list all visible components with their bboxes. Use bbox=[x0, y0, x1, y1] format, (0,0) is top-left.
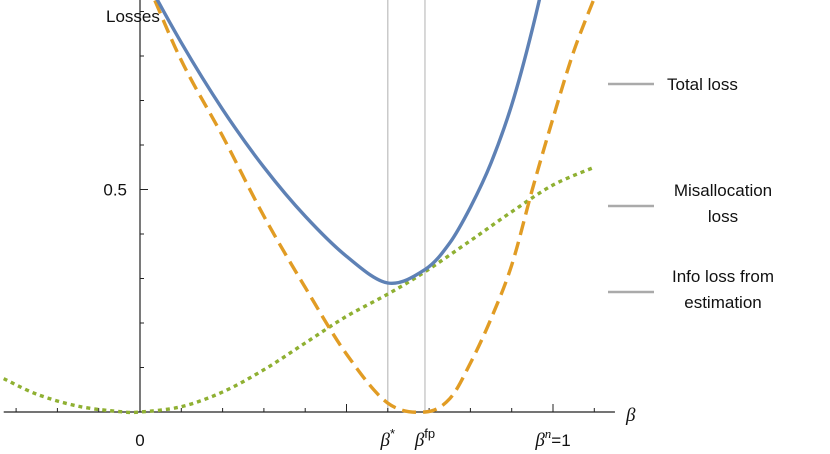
y-tick-label: 0.5 bbox=[103, 181, 127, 200]
legend: Total loss Misallocation loss Info loss fro… bbox=[608, 75, 774, 312]
legend-label: loss bbox=[708, 207, 738, 226]
x-axis-title: β bbox=[625, 405, 636, 426]
legend-label: Total loss bbox=[667, 75, 738, 94]
x-tick-label: βn=1 bbox=[534, 426, 570, 451]
series-line-info-loss-from-estimation bbox=[2, 165, 595, 415]
reference-lines bbox=[387, 0, 426, 412]
x-tick-label: βfp bbox=[414, 426, 435, 451]
x-tick-label: 0 bbox=[135, 431, 144, 450]
y-axis-title: Losses bbox=[106, 7, 160, 26]
legend-label: Info loss from bbox=[672, 267, 774, 286]
series-line-misallocation-loss bbox=[152, 0, 596, 414]
series-layer bbox=[2, 0, 596, 415]
legend-label: estimation bbox=[684, 293, 761, 312]
legend-label: Misallocation bbox=[674, 181, 772, 200]
series-line-total-loss bbox=[155, 0, 542, 286]
x-tick-label: β* bbox=[380, 426, 396, 451]
